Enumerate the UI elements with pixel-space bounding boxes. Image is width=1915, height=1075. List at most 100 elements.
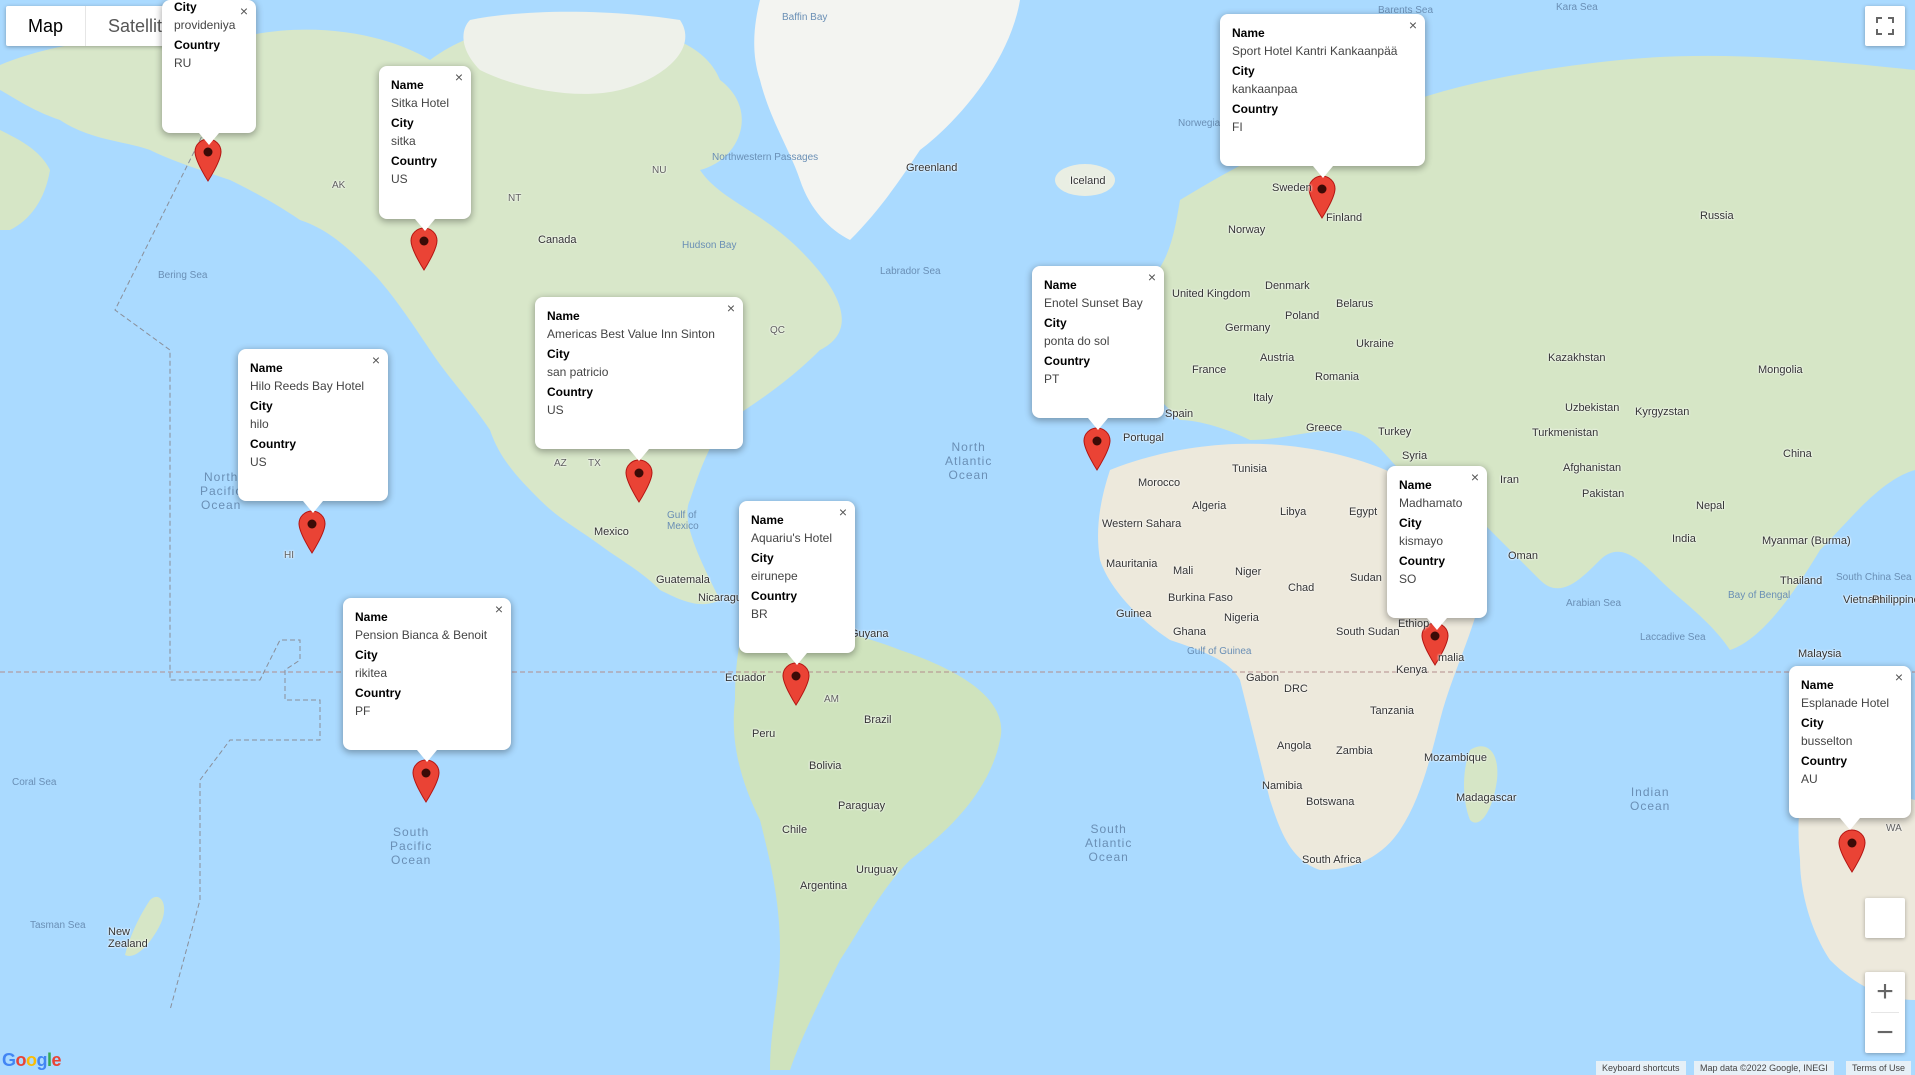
info-window[interactable]: × Name Americas Best Value Inn Sinton City s…: [535, 297, 743, 461]
map-label-mozambique: Mozambique: [1424, 752, 1487, 764]
country-label: Country: [1232, 102, 1278, 116]
map-marker[interactable]: [298, 510, 326, 554]
close-button[interactable]: ×: [838, 504, 847, 520]
hotel-name: Hilo Reeds Bay Hotel: [250, 379, 365, 393]
city-value: busselton: [1801, 734, 1853, 748]
map-label-coral-sea: Coral Sea: [12, 777, 57, 788]
map-label-chad: Chad: [1288, 582, 1315, 594]
info-window[interactable]: × Name Enotel Sunset Bay City ponta do sol Co…: [1032, 266, 1164, 430]
map-label-chile: Chile: [782, 824, 808, 836]
map-label-belarus: Belarus: [1336, 298, 1374, 310]
map-label-indian-ocean: Indian Ocean: [1630, 785, 1671, 813]
map-label-niger: Niger: [1235, 566, 1262, 578]
satellite-button[interactable]: Satellite: [108, 16, 173, 36]
info-window[interactable]: × Name Pension Bianca & Benoit City rikitea C…: [343, 598, 511, 762]
map-label-iceland: Iceland: [1070, 175, 1106, 187]
map-label-myanmar: Myanmar (Burma): [1762, 535, 1851, 547]
map-label-tunisia: Tunisia: [1232, 463, 1268, 475]
terms-of-use-link[interactable]: Terms of Use: [1846, 1061, 1912, 1075]
name-label: Name: [1044, 278, 1077, 292]
map-label-south-atlantic: South Atlantic Ocean: [1085, 822, 1133, 864]
city-label: City: [1801, 716, 1824, 730]
hotel-name: Enotel Sunset Bay: [1044, 296, 1143, 310]
country-value: AU: [1801, 772, 1818, 786]
map-marker[interactable]: [1308, 175, 1336, 219]
iceland-landmass: [1055, 164, 1115, 196]
map-label-ghana: Ghana: [1173, 626, 1207, 638]
map-label-libya: Libya: [1280, 506, 1307, 518]
map-label-uzbekistan: Uzbekistan: [1565, 402, 1620, 414]
map-label-nigeria: Nigeria: [1224, 612, 1259, 624]
close-button[interactable]: ×: [1147, 269, 1156, 285]
map-label-mali: Mali: [1173, 565, 1194, 577]
map-label-paraguay: Paraguay: [838, 800, 886, 812]
map-label-afghanistan: Afghanistan: [1563, 462, 1622, 474]
map-label-hudson-bay: Hudson Bay: [682, 240, 737, 251]
info-window[interactable]: × Name Sport Hotel Kantri Kankaanpää City ka…: [1220, 14, 1425, 178]
map-label-nu: NU: [652, 165, 667, 176]
close-button[interactable]: ×: [494, 601, 503, 617]
map-label-pakistan: Pakistan: [1582, 488, 1625, 500]
close-button[interactable]: ×: [239, 3, 248, 19]
pegman-button[interactable]: [1865, 898, 1905, 938]
map-button[interactable]: Map: [6, 6, 87, 46]
map-marker[interactable]: [1838, 829, 1866, 873]
fullscreen-icon: [1876, 17, 1894, 35]
info-window[interactable]: × Name Madhamato City kismayo Country SO: [1387, 466, 1487, 630]
name-label: Name: [391, 78, 424, 92]
city-value: kankaanpaa: [1232, 82, 1298, 96]
map-marker[interactable]: [410, 227, 438, 271]
map-label-botswana: Botswana: [1306, 796, 1355, 808]
close-button[interactable]: ×: [1470, 469, 1479, 485]
map-label-uruguay: Uruguay: [856, 864, 898, 876]
info-window[interactable]: × Name Esplanade Hotel City busselton Country…: [1789, 666, 1911, 830]
map-marker[interactable]: [625, 459, 653, 503]
map-label-ecuador: Ecuador: [725, 672, 766, 684]
map-label-kyrgyzstan: Kyrgyzstan: [1635, 406, 1690, 418]
zoom-out-button[interactable]: −: [1865, 1013, 1905, 1053]
map-label-qc: QC: [770, 325, 785, 336]
close-button[interactable]: ×: [1408, 17, 1417, 33]
country-label: Country: [547, 385, 593, 399]
map-marker[interactable]: [1083, 427, 1111, 471]
map-label-angola: Angola: [1277, 740, 1312, 752]
close-button[interactable]: ×: [371, 352, 380, 368]
map-marker[interactable]: [1421, 622, 1449, 666]
map-label-south-pacific: South Pacific Ocean: [390, 825, 433, 867]
close-button[interactable]: ×: [1894, 669, 1903, 685]
map-marker[interactable]: [194, 138, 222, 182]
madagascar-landmass: [1464, 746, 1498, 823]
country-value: PT: [1044, 372, 1060, 386]
info-window[interactable]: × Name Aquariu's Hotel City eirunepe Country B…: [739, 501, 855, 665]
map-label-egypt: Egypt: [1349, 506, 1378, 518]
city-label: City: [355, 648, 378, 662]
canada-north-islands: [463, 11, 686, 94]
map-label-thailand: Thailand: [1780, 575, 1823, 587]
name-label: Name: [547, 309, 580, 323]
map-label-ethiopia: Ethiop: [1398, 618, 1430, 630]
zoom-control[interactable]: + −: [1865, 972, 1905, 1053]
map-label-gabon: Gabon: [1246, 672, 1280, 684]
close-button[interactable]: ×: [726, 300, 735, 316]
country-label: Country: [751, 589, 797, 603]
country-label: Country: [1044, 354, 1090, 368]
map-marker[interactable]: [782, 662, 810, 706]
close-button[interactable]: ×: [454, 69, 463, 85]
country-label: Country: [391, 154, 437, 168]
keyboard-shortcuts-link[interactable]: Keyboard shortcuts: [1596, 1061, 1686, 1075]
date-line: [114, 129, 321, 1011]
map-label-germany: Germany: [1225, 322, 1271, 334]
city-value: rikitea: [355, 666, 388, 680]
map-label-south-sudan: South Sudan: [1336, 626, 1400, 638]
info-window[interactable]: × Name Sitka Hotel City sitka Country US: [379, 66, 471, 231]
map-label-france: France: [1192, 364, 1227, 376]
map-marker[interactable]: [412, 759, 440, 803]
markers-layer: [194, 138, 1866, 873]
map-label-south-africa: South Africa: [1302, 854, 1362, 866]
info-window[interactable]: × Name Hilo Reeds Bay Hotel City hilo Country…: [238, 349, 388, 513]
zoom-in-button[interactable]: +: [1865, 972, 1905, 1012]
fullscreen-button[interactable]: [1865, 6, 1905, 46]
info-window[interactable]: × City provideniya Country RU: [162, 0, 256, 145]
country-value: US: [250, 455, 267, 469]
